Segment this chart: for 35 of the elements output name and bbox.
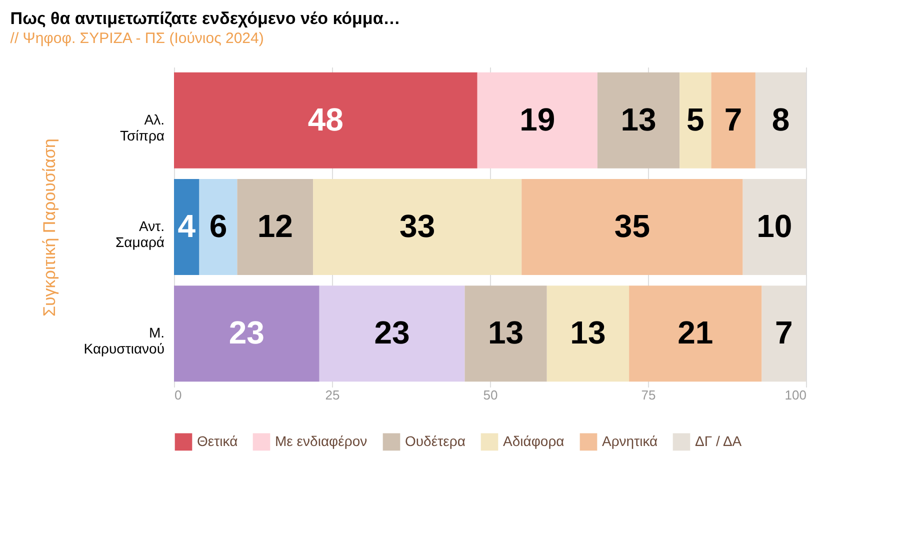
- chart-subtitle: // Ψηφοφ. ΣΥΡΙΖΑ - ΠΣ (Ιούνιος 2024): [10, 30, 264, 47]
- data-label: 23: [374, 314, 410, 351]
- chart-title: Πως θα αντιμετωπίζατε ενδεχόμενο νέο κόμμα…: [10, 9, 400, 28]
- x-tick-label: 0: [174, 388, 182, 402]
- data-label: 12: [257, 208, 293, 244]
- data-label: 13: [620, 101, 656, 138]
- data-label: 6: [209, 208, 228, 244]
- y-tick-label: Μ. Καρυστιανού: [84, 324, 164, 357]
- data-label: 13: [570, 314, 606, 351]
- legend-label: Αρνητικά: [602, 432, 658, 449]
- y-tick-label: Αντ. Σαμαρά: [116, 218, 164, 250]
- legend-label: Αδιάφορα: [503, 432, 564, 449]
- data-label: 7: [774, 314, 793, 351]
- data-label: 33: [400, 208, 436, 244]
- data-label: 10: [756, 208, 792, 244]
- x-tick-label: 50: [483, 388, 498, 402]
- data-label: 23: [228, 314, 264, 351]
- data-label: 35: [614, 208, 650, 244]
- data-label: 4: [178, 208, 196, 244]
- data-label: 48: [308, 101, 344, 138]
- legend-label: Ουδέτερα: [405, 432, 466, 449]
- data-label: 19: [520, 101, 556, 138]
- x-tick-label: 100: [784, 388, 806, 402]
- data-label: 7: [724, 101, 742, 138]
- y-tick-label: Αλ. Τσίπρα: [120, 111, 164, 144]
- x-tick-label: 75: [641, 388, 656, 402]
- data-label: 13: [488, 314, 524, 351]
- data-label: 8: [772, 101, 790, 138]
- legend-label: ΔΓ / ΔΑ: [695, 432, 742, 449]
- y-axis-title: Συγκριτική Παρουσίαση: [40, 138, 59, 316]
- data-label: 21: [678, 314, 714, 351]
- legend-label: Θετικά: [197, 432, 238, 449]
- x-tick-label: 25: [325, 388, 340, 402]
- legend-label: Με ενδιαφέρον: [275, 432, 368, 449]
- data-label: 5: [686, 101, 704, 138]
